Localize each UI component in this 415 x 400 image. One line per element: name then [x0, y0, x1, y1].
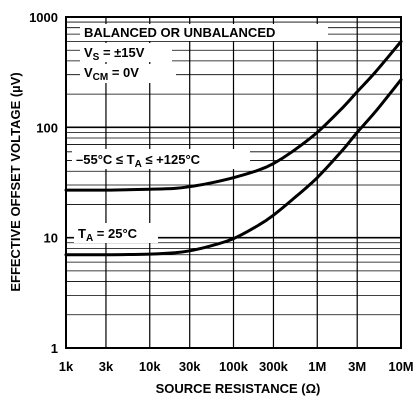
x-tick-label: 10k	[139, 359, 161, 374]
conditions-annotation: BALANCED OR UNBALANCED VS = ±15V VCM = 0…	[80, 24, 328, 83]
x-tick-label: 300k	[259, 359, 289, 374]
condition-common-mode: VCM = 0V	[84, 65, 139, 83]
y-axis-label: EFFECTIVE OFFSET VOLTAGE (µV)	[8, 72, 23, 291]
x-tick-label: 100k	[219, 359, 249, 374]
y-tick-labels: 1 10 100 1000	[29, 10, 58, 356]
y-tick-label: 1000	[29, 10, 58, 25]
series-line-25c	[64, 78, 403, 257]
y-tick-label: 100	[36, 120, 58, 135]
x-tick-label: 1M	[308, 359, 326, 374]
x-tick-labels: 1k 3k 10k 30k 100k 300k 1M 3M 10M	[59, 359, 414, 374]
y-tick-label: 1	[51, 341, 58, 356]
y-tick-label: 10	[44, 231, 58, 246]
series-label-full-temp-text: –55°C ≤ TA ≤ +125°C	[76, 152, 201, 170]
x-tick-label: 30k	[179, 359, 201, 374]
x-tick-label: 3M	[348, 359, 366, 374]
x-tick-label: 1k	[59, 359, 74, 374]
x-axis-label: SOURCE RESISTANCE (Ω)	[156, 381, 321, 396]
x-tick-label: 3k	[99, 359, 114, 374]
x-tick-label: 10M	[388, 359, 413, 374]
series-label-25c-text: TA = 25°C	[78, 226, 138, 244]
plot-frame	[65, 16, 402, 349]
series-label-25c: TA = 25°C	[74, 223, 158, 244]
series-layer	[64, 39, 403, 257]
condition-supply: VS = ±15V	[84, 45, 145, 63]
condition-line-1: BALANCED OR UNBALANCED	[84, 25, 275, 40]
series-line-full-temp	[64, 39, 403, 192]
series-label-full-temp: –55°C ≤ TA ≤ +125°C	[72, 149, 250, 170]
